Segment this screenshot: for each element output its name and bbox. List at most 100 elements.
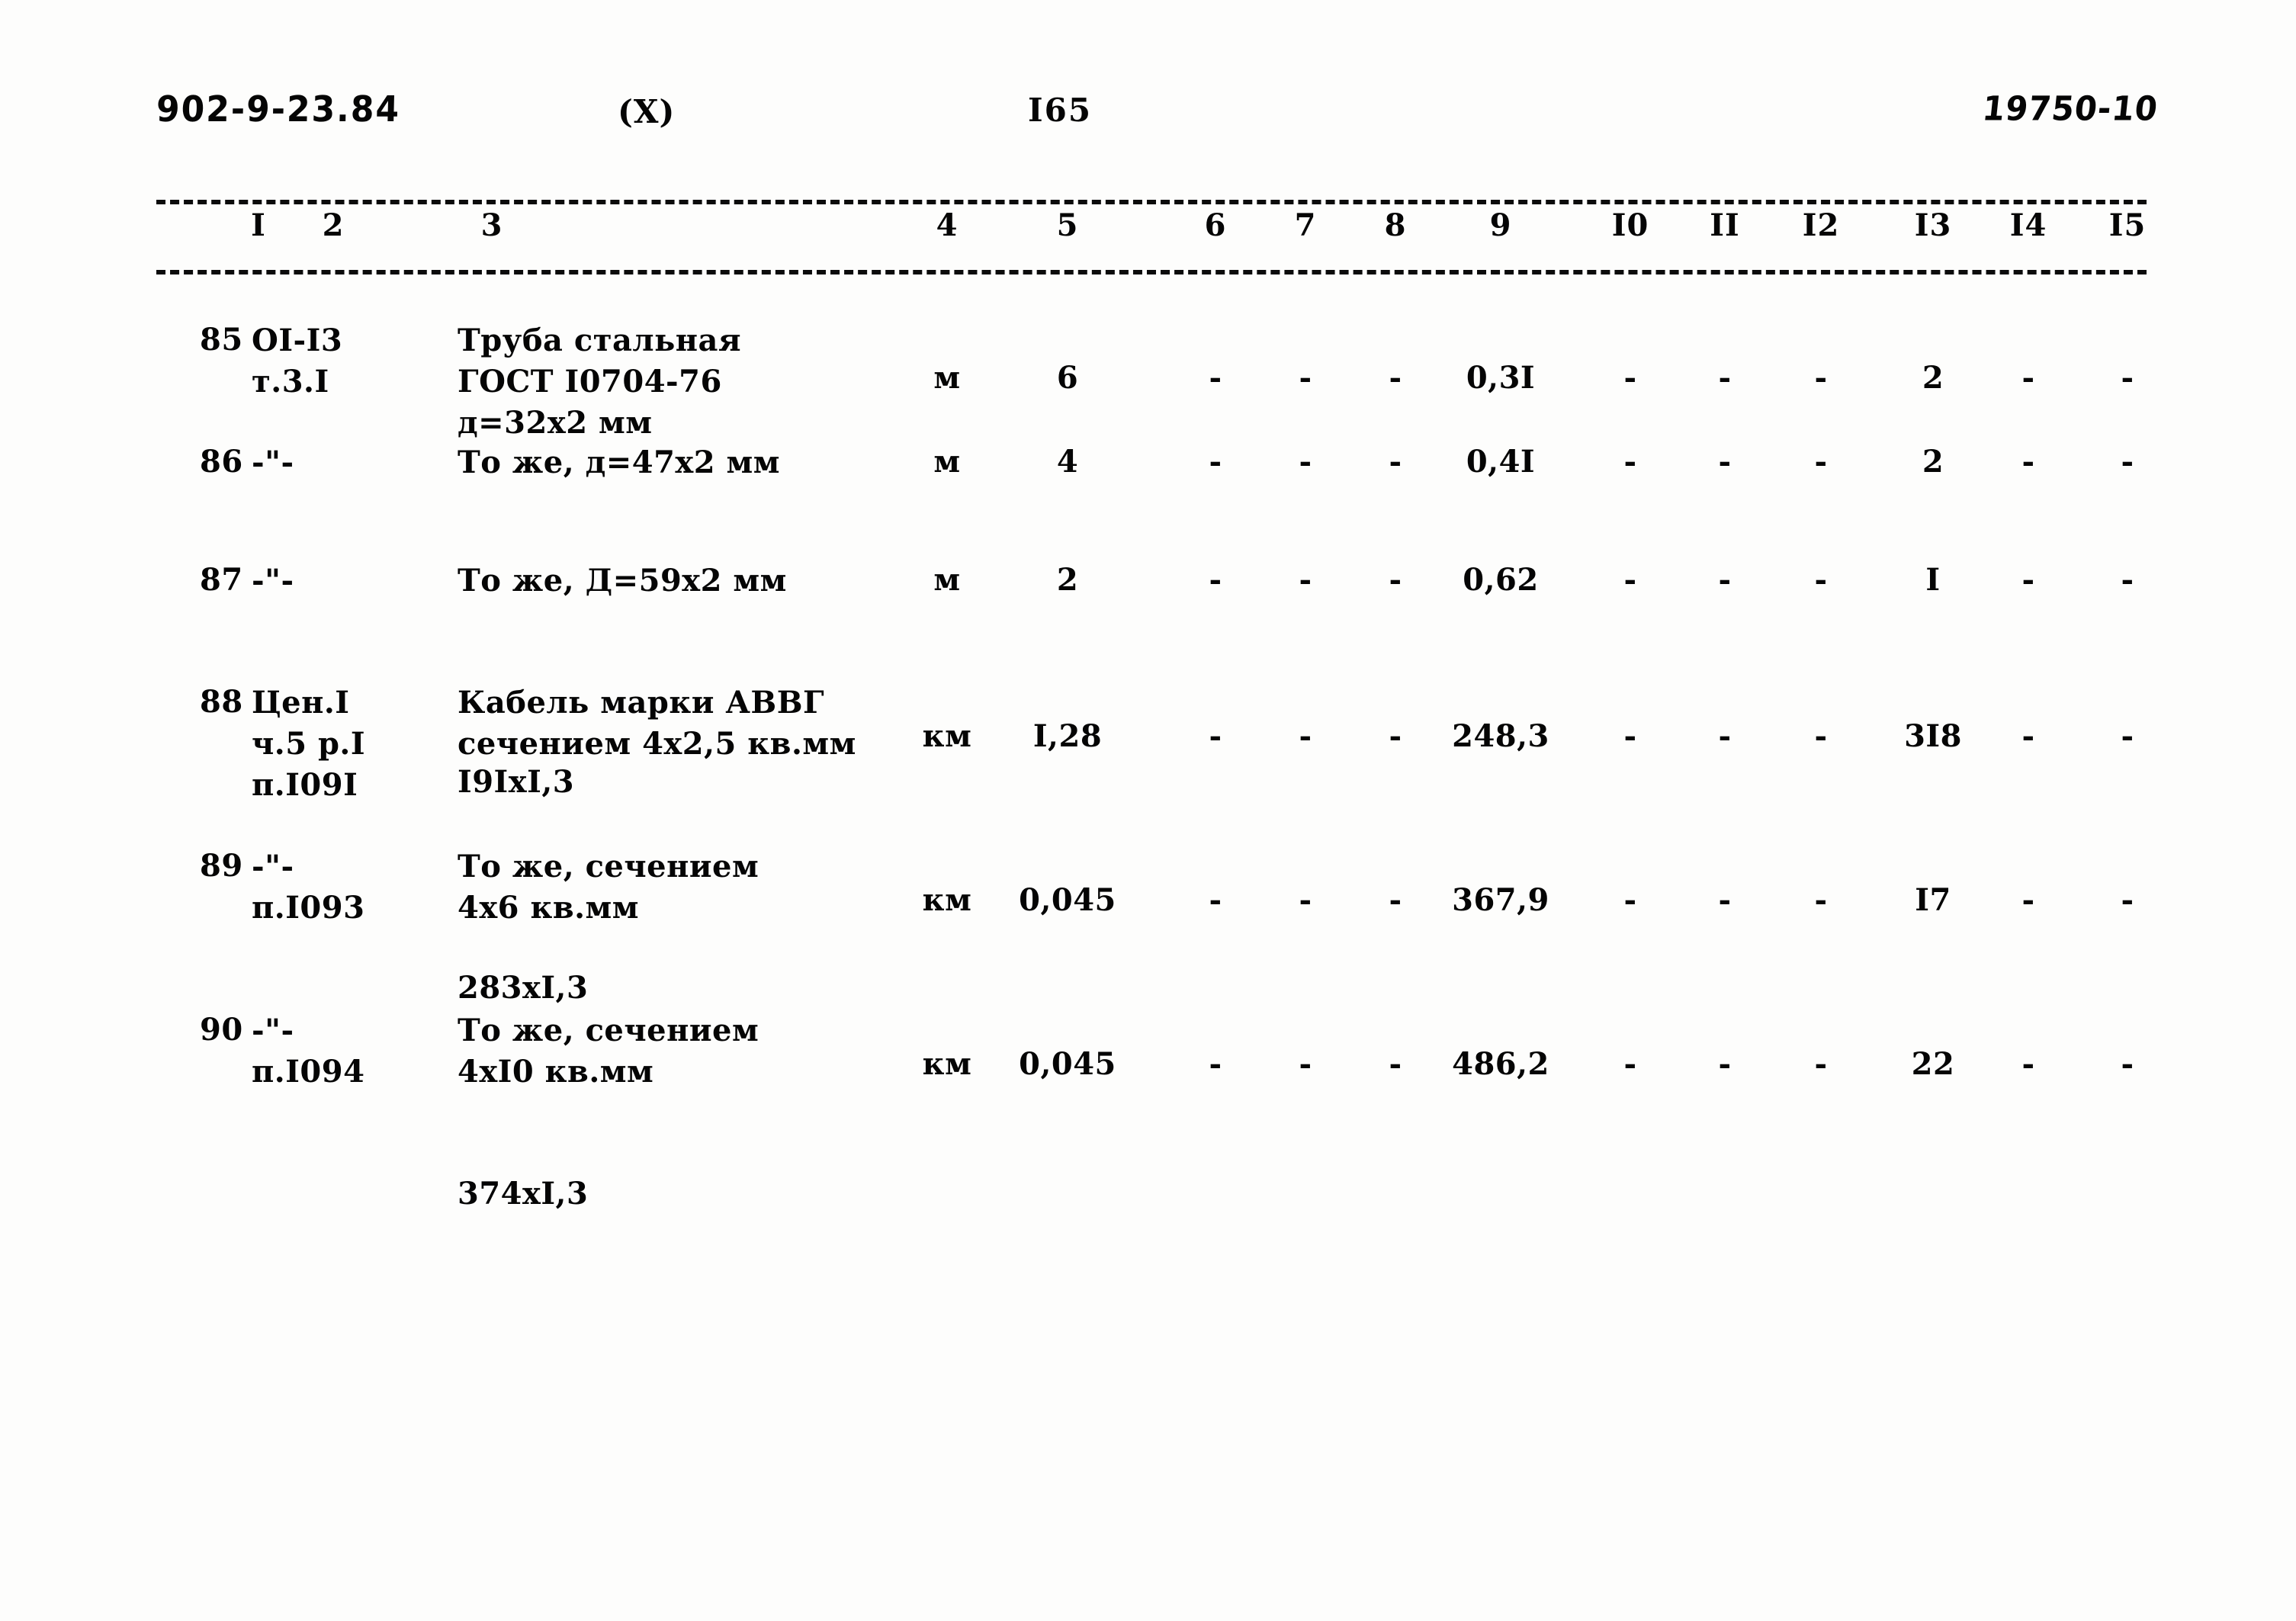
row-total: 2 — [1922, 444, 1944, 480]
column-number-4: 4 — [936, 207, 959, 243]
row-col15: - — [2121, 562, 2134, 598]
row-col11: - — [1718, 360, 1732, 396]
column-number-10: I0 — [1611, 207, 1649, 243]
row-col12: - — [1814, 882, 1828, 918]
row-unit: м — [933, 562, 961, 598]
column-number-8: 8 — [1384, 207, 1407, 243]
row-source-code: -"- п.I094 — [252, 1013, 365, 1090]
page-number: I65 — [1028, 91, 1093, 129]
row-col12: - — [1814, 1046, 1828, 1082]
row-col15: - — [2121, 1046, 2134, 1082]
column-number-12: I2 — [1802, 207, 1840, 243]
row-col8: - — [1389, 562, 1402, 598]
row-unit: км — [922, 718, 972, 754]
row-col8: - — [1389, 1046, 1402, 1082]
row-col10: - — [1623, 360, 1637, 396]
row-unit: м — [933, 444, 961, 480]
row-total: 2 — [1922, 360, 1944, 396]
row-qty: 4 — [1056, 444, 1079, 480]
row-unit-price: 0,3I — [1466, 360, 1536, 396]
row-description-extra: 283xI,3 — [458, 970, 589, 1006]
row-col10: - — [1623, 882, 1637, 918]
row-qty: 2 — [1056, 562, 1079, 598]
row-col12: - — [1814, 360, 1828, 396]
column-number-6: 6 — [1204, 207, 1227, 243]
row-col14: - — [2021, 882, 2035, 918]
row-col7: - — [1299, 360, 1312, 396]
row-description: Кабель марки АВВГ сечением 4х2,5 кв.мм — [458, 685, 856, 762]
column-number-7: 7 — [1294, 207, 1317, 243]
row-col8: - — [1389, 882, 1402, 918]
row-unit-price: 367,9 — [1452, 882, 1549, 918]
column-number-15: I5 — [2108, 207, 2147, 243]
row-description: То же, сечением 4х6 кв.мм — [458, 849, 759, 926]
row-col6: - — [1209, 360, 1222, 396]
column-number-row: I 2 3 4 5 6 7 8 9 I0 II I2 I3 I4 I5 — [156, 207, 2147, 267]
row-unit-price: 0,62 — [1463, 562, 1539, 598]
row-col7: - — [1299, 882, 1312, 918]
row-col10: - — [1623, 718, 1637, 754]
column-number-11: II — [1710, 207, 1740, 243]
row-col15: - — [2121, 718, 2134, 754]
row-unit-price: 248,3 — [1452, 718, 1549, 754]
row-col6: - — [1209, 882, 1222, 918]
row-source-code: OI-I3 т.3.I — [252, 323, 343, 400]
row-col12: - — [1814, 562, 1828, 598]
table-top-rule — [156, 200, 2147, 204]
row-unit-price: 486,2 — [1452, 1046, 1549, 1082]
sheet-mark: (X) — [618, 93, 676, 130]
row-description-extra: 374xI,3 — [458, 1176, 589, 1212]
column-number-1: I — [251, 207, 266, 243]
row-col15: - — [2121, 882, 2134, 918]
row-col11: - — [1718, 1046, 1732, 1082]
row-col6: - — [1209, 718, 1222, 754]
row-col10: - — [1623, 444, 1637, 480]
row-col7: - — [1299, 562, 1312, 598]
row-source-code: -"- — [252, 445, 294, 480]
row-source-code: Цен.I ч.5 р.I п.I09I — [252, 685, 366, 803]
row-qty: I,28 — [1032, 718, 1103, 754]
row-qty: 6 — [1056, 360, 1079, 396]
series-code: 902-9-23.84 — [156, 88, 401, 130]
row-col14: - — [2021, 360, 2035, 396]
row-col12: - — [1814, 718, 1828, 754]
column-number-5: 5 — [1056, 207, 1079, 243]
row-total: I — [1925, 562, 1941, 598]
row-unit: м — [933, 360, 961, 396]
row-description: Труба стальная ГОСТ I0704-76 д=32х2 мм — [458, 323, 742, 441]
table-header-rule — [156, 270, 2147, 274]
row-col15: - — [2121, 360, 2134, 396]
row-col12: - — [1814, 444, 1828, 480]
row-item-number: 85 — [200, 322, 243, 358]
row-total: 3I8 — [1904, 718, 1962, 754]
row-col7: - — [1299, 718, 1312, 754]
row-item-number: 88 — [200, 684, 243, 720]
row-col10: - — [1623, 1046, 1637, 1082]
row-qty: 0,045 — [1019, 882, 1116, 918]
archive-stamp: 19750-10 — [1980, 88, 2160, 129]
row-description: То же, Д=59х2 мм — [458, 563, 787, 599]
row-qty: 0,045 — [1019, 1046, 1116, 1082]
row-source-code: -"- — [252, 563, 294, 599]
row-col8: - — [1389, 718, 1402, 754]
row-unit-price: 0,4I — [1466, 444, 1536, 480]
row-col6: - — [1209, 562, 1222, 598]
row-col8: - — [1389, 444, 1402, 480]
row-col15: - — [2121, 444, 2134, 480]
column-number-13: I3 — [1914, 207, 1952, 243]
row-source-code: -"- п.I093 — [252, 849, 365, 926]
column-number-2: 2 — [322, 207, 345, 243]
row-unit: км — [922, 882, 972, 918]
row-item-number: 86 — [200, 444, 243, 480]
row-unit: км — [922, 1046, 972, 1082]
row-col8: - — [1389, 360, 1402, 396]
row-col6: - — [1209, 1046, 1222, 1082]
row-description-extra: I9IxI,3 — [458, 764, 575, 800]
row-total: 22 — [1911, 1046, 1955, 1082]
row-description: То же, д=47х2 мм — [458, 445, 780, 480]
row-col11: - — [1718, 562, 1732, 598]
row-col7: - — [1299, 1046, 1312, 1082]
row-item-number: 87 — [200, 562, 243, 598]
column-number-9: 9 — [1489, 207, 1512, 243]
